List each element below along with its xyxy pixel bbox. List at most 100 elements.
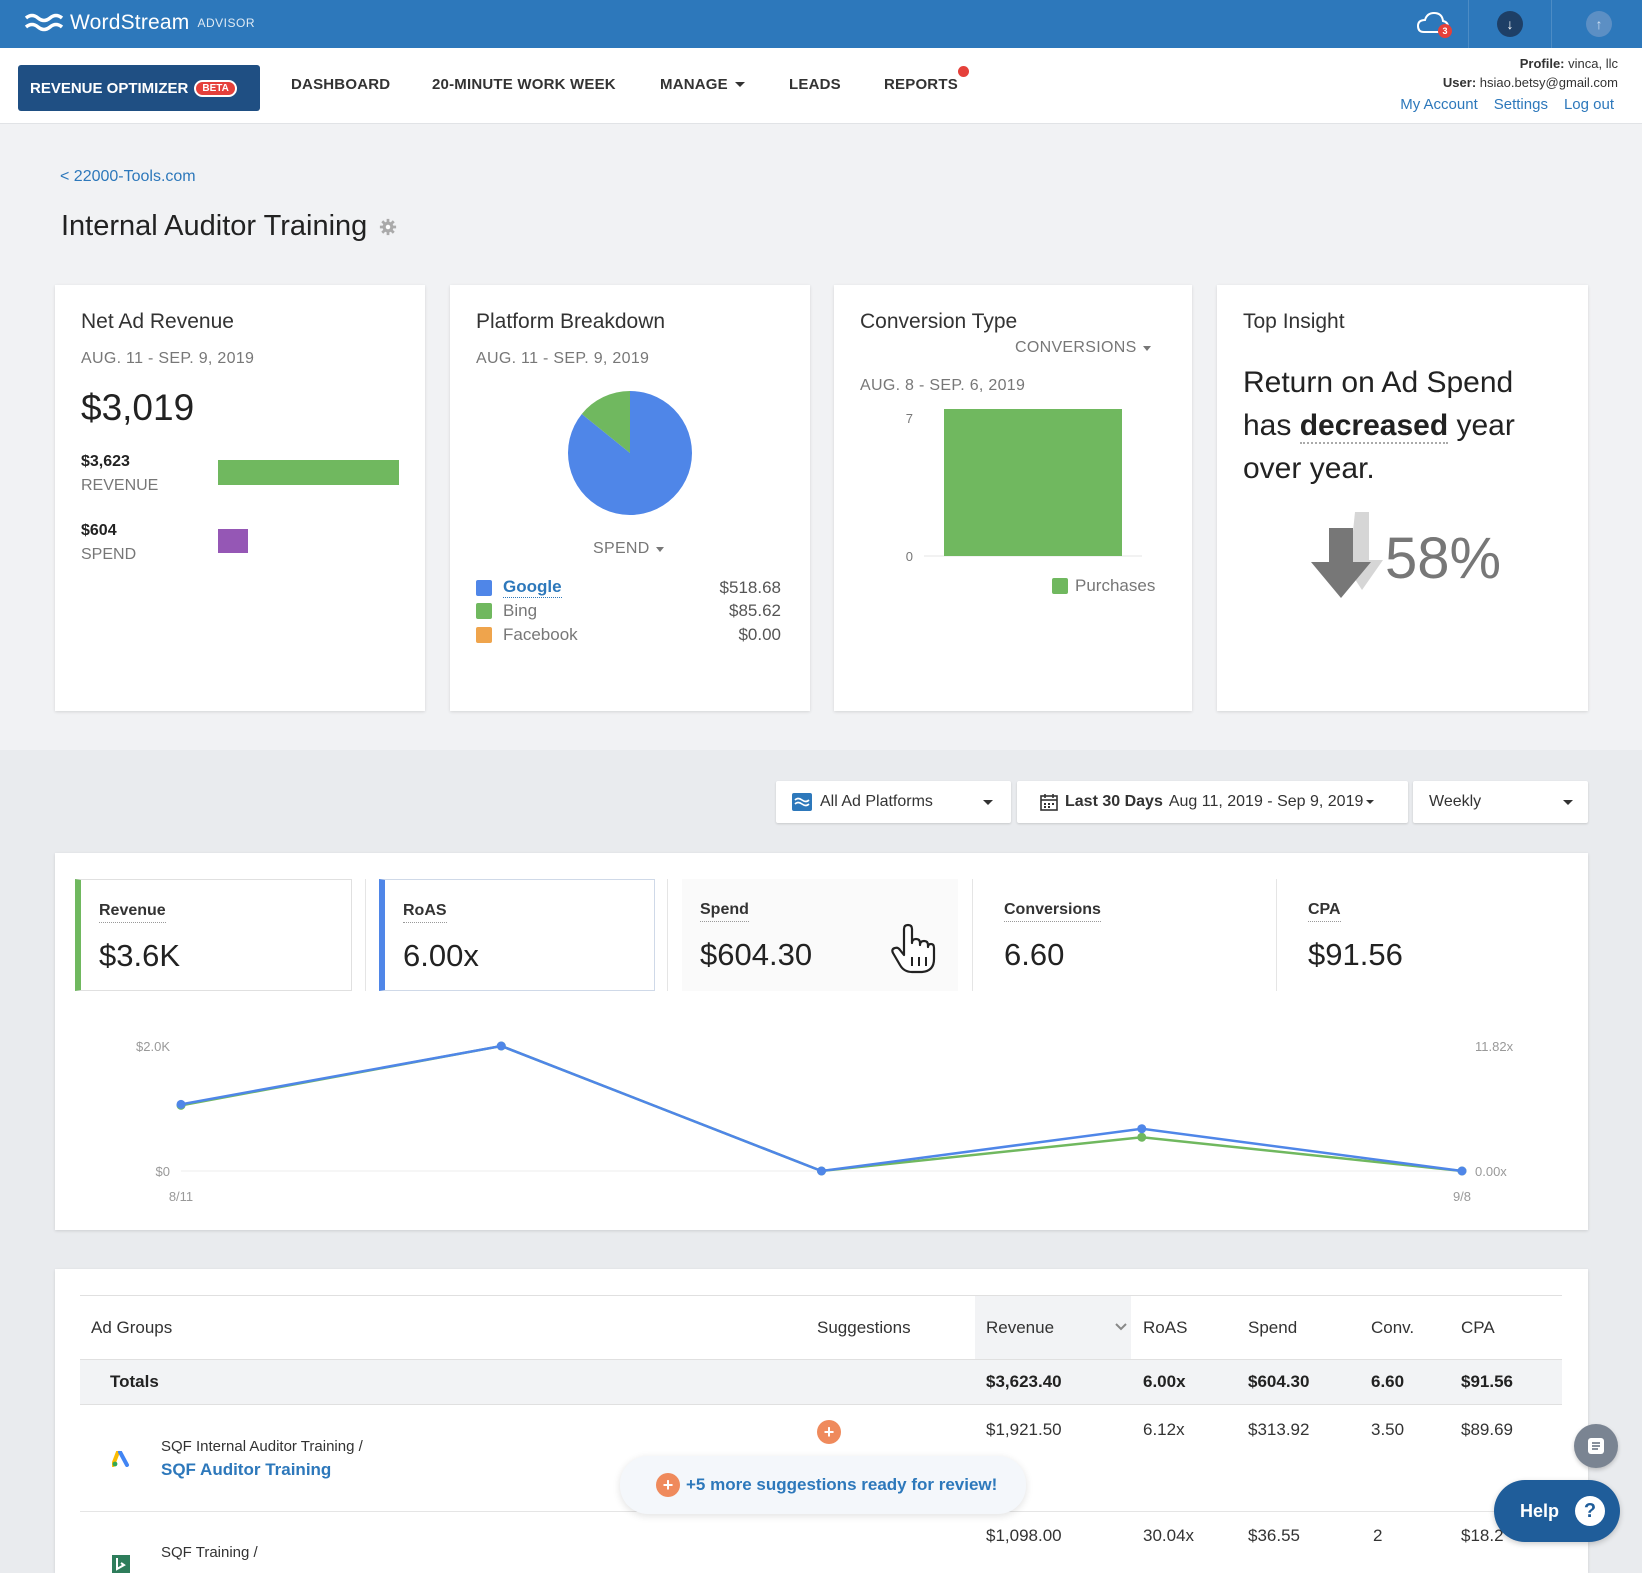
my-account-link[interactable]: My Account (1400, 96, 1478, 113)
card-date: AUG. 11 - SEP. 9, 2019 (81, 350, 255, 367)
metric-tile-revenue[interactable]: Revenue $3.6K (75, 879, 352, 991)
data-point-roas[interactable] (176, 1099, 186, 1109)
totals-cpa: $91.56 (1461, 1372, 1513, 1391)
col-header-conv[interactable]: Conv. (1371, 1318, 1415, 1337)
metric-label: RoAS (403, 902, 447, 923)
legend-value: $518.68 (719, 577, 781, 597)
metric-value: 6.60 (1004, 937, 1065, 972)
question-mark-icon: ? (1575, 1496, 1606, 1526)
help-button[interactable]: Help ? (1494, 1480, 1620, 1542)
chevron-down-icon (655, 546, 664, 552)
col-header-revenue[interactable]: Revenue (986, 1318, 1055, 1337)
totals-label: Totals (110, 1372, 159, 1391)
nav-20-minute-work-week[interactable]: 20-MINUTE WORK WEEK (432, 76, 616, 93)
bar-purchases (944, 409, 1122, 556)
beta-badge: BETA (194, 79, 237, 97)
data-point-roas[interactable] (817, 1166, 826, 1176)
insight-line-1: Return on Ad Spend (1243, 366, 1514, 399)
net-revenue-value: $3,019 (81, 387, 195, 428)
revenue-value: $3,623 (81, 453, 130, 470)
suggestions-toast[interactable]: + +5 more suggestions ready for review! (620, 1456, 1026, 1514)
metric-tile-conversions[interactable]: Conversions 6.60 (986, 879, 1262, 991)
brand-name: WordStream (70, 11, 190, 34)
metric-label: Conversions (1004, 901, 1101, 922)
chevron-down-icon (1142, 345, 1151, 351)
col-header-spend[interactable]: Spend (1248, 1318, 1298, 1337)
platform-filter-dropdown[interactable]: All Ad Platforms (776, 781, 1011, 823)
row-campaign-name: SQF Internal Auditor Training / (161, 1438, 363, 1455)
tile-divider (1276, 879, 1277, 991)
data-point-revenue[interactable] (1137, 1132, 1147, 1142)
metric-label: CPA (1308, 901, 1341, 922)
chevron-down-icon (983, 799, 993, 805)
log-out-link[interactable]: Log out (1563, 96, 1614, 113)
chevron-down-icon (734, 82, 745, 87)
platform-filter-label: All Ad Platforms (820, 793, 933, 810)
nav-leads[interactable]: LEADS (789, 76, 841, 93)
right-axis-top-label: 11.82x (1475, 1039, 1514, 1054)
row-cpa: $89.69 (1461, 1420, 1513, 1439)
google-ads-icon (112, 1451, 129, 1467)
legend-swatch (1052, 578, 1068, 594)
totals-row-bg (80, 1359, 1562, 1405)
suggestion-plus-icon[interactable]: + (817, 1420, 841, 1444)
metric-tile-spend[interactable]: Spend $604.30 (682, 879, 958, 991)
nav-reports[interactable]: REPORTS (884, 76, 958, 93)
col-header-roas[interactable]: RoAS (1143, 1318, 1188, 1337)
table-top-border (80, 1295, 1562, 1296)
legend-google[interactable]: Google $518.68 (476, 577, 781, 598)
chat-button[interactable] (1574, 1424, 1618, 1468)
card-title: Conversion Type (860, 310, 1018, 333)
spend-bar (218, 529, 248, 553)
arrow-up-icon: ↑ (1586, 11, 1612, 37)
upload-button[interactable]: ↑ (1556, 0, 1642, 48)
legend-value: $85.62 (729, 601, 781, 620)
data-point-roas[interactable] (496, 1041, 506, 1051)
arrow-down-icon: ↓ (1497, 11, 1523, 37)
breadcrumb[interactable]: < 22000-Tools.com (60, 168, 196, 185)
legend-name: Google (503, 577, 562, 598)
metric-tile-cpa[interactable]: CPA $91.56 (1290, 879, 1566, 991)
data-point-roas[interactable] (1137, 1124, 1147, 1134)
sort-desc-icon[interactable] (1114, 1322, 1128, 1332)
top-insight-card: Top Insight Return on Ad Spend has decre… (1217, 285, 1588, 711)
metric-tile-roas[interactable]: RoAS 6.00x (379, 879, 655, 991)
interval-dropdown[interactable]: Weekly (1413, 781, 1588, 823)
tile-divider (365, 879, 366, 991)
nav-manage[interactable]: MANAGE (660, 76, 745, 93)
data-point-roas[interactable] (1457, 1166, 1467, 1176)
col-header-cpa[interactable]: CPA (1461, 1318, 1495, 1337)
legend-facebook: Facebook $0.00 (476, 625, 781, 645)
legend-purchases: Purchases (1052, 576, 1155, 596)
y-axis-bottom-label: 0 (906, 549, 913, 564)
gear-icon[interactable] (379, 218, 397, 236)
revenue-label: REVENUE (81, 477, 159, 494)
card-date: AUG. 11 - SEP. 9, 2019 (476, 350, 650, 367)
row-spend: $36.55 (1248, 1526, 1300, 1545)
settings-link[interactable]: Settings (1493, 96, 1548, 113)
col-header-ad-groups[interactable]: Ad Groups (91, 1318, 173, 1337)
row-conv: 3.50 (1371, 1420, 1405, 1439)
card-date: AUG. 8 - SEP. 6, 2019 (860, 377, 1026, 394)
wordstream-logo[interactable]: WordStream ADVISOR (24, 10, 255, 36)
plus-icon: + (656, 1473, 680, 1497)
notifications-button[interactable]: 3 (1400, 0, 1466, 48)
nav-revenue-optimizer[interactable]: REVENUE OPTIMIZER BETA (18, 65, 260, 111)
line-series-group (176, 1041, 1467, 1176)
user-value: hsiao.betsy@gmail.com (1479, 75, 1618, 90)
pie-metric-dropdown[interactable]: SPEND (593, 540, 664, 558)
x-axis-end-label: 9/8 (1453, 1189, 1471, 1204)
metric-value: 6.00x (403, 938, 479, 973)
legend-name: Purchases (1075, 576, 1156, 595)
nav-dashboard[interactable]: DASHBOARD (291, 76, 391, 93)
row-ad-group-link[interactable]: SQF Auditor Training (161, 1460, 332, 1479)
col-header-suggestions[interactable]: Suggestions (817, 1318, 911, 1337)
conversion-metric-dropdown[interactable]: CONVERSIONS (1015, 339, 1151, 357)
date-range-dropdown[interactable]: Last 30 Days Aug 11, 2019 - Sep 9, 2019 (1017, 781, 1408, 823)
card-title: Platform Breakdown (476, 310, 666, 333)
totals-roas: 6.00x (1143, 1372, 1186, 1391)
row-roas: 6.12x (1143, 1420, 1185, 1439)
download-button[interactable]: ↓ (1468, 0, 1552, 48)
metric-value: $3.6K (99, 938, 181, 973)
platform-pie-chart (568, 391, 692, 515)
